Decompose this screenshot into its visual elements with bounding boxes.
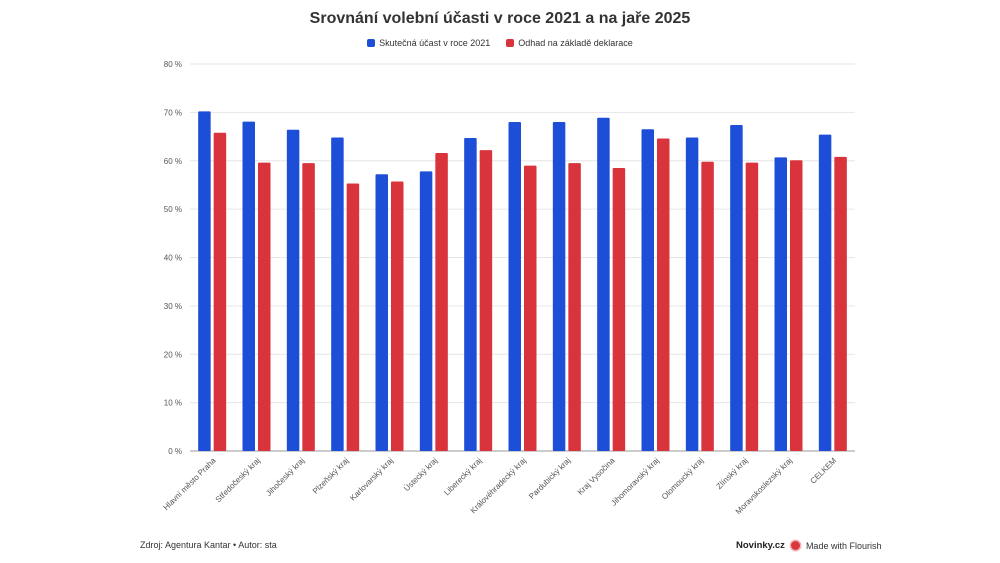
bar-series-2 (391, 181, 404, 451)
chart-title: Srovnání volební účasti v roce 2021 a na… (309, 10, 691, 27)
x-tick-label: Hlavní město Praha (162, 456, 218, 512)
bar-series-1 (419, 171, 433, 451)
bar-series-2 (657, 138, 670, 451)
y-tick-label: 30 % (164, 302, 182, 311)
bar-series-2 (745, 162, 759, 451)
bar-series-1 (464, 138, 477, 452)
legend-item-series-1[interactable]: Skutečná účast v roce 2021 (367, 38, 490, 48)
y-tick-label: 60 % (164, 157, 182, 166)
x-tick-label: Plzeňský kraj (311, 456, 351, 496)
bar-series-1 (198, 111, 211, 451)
bar-series-1 (508, 122, 521, 452)
bar-series-1 (242, 121, 255, 451)
bar-series-1 (597, 117, 610, 451)
y-tick-label: 0 % (168, 447, 182, 456)
x-tick-label: Jihočeský kraj (264, 456, 306, 498)
made-with-flourish-link[interactable]: Made with Flourish (805, 540, 882, 551)
bar-series-1 (552, 122, 566, 452)
bar-series-2 (302, 163, 315, 451)
y-tick-label: 70 % (164, 108, 182, 117)
bar-series-2 (213, 132, 227, 451)
x-tick-label: Kraj Vysočina (576, 456, 617, 497)
y-tick-label: 40 % (164, 254, 182, 263)
bar-series-1 (641, 129, 654, 451)
bar-series-2 (479, 150, 493, 452)
x-tick-label: Ústecký kraj (402, 456, 439, 493)
y-tick-label: 10 % (164, 399, 182, 408)
legend-swatch-series-1 (367, 39, 376, 47)
bar-series-1 (685, 137, 699, 451)
bar-series-2 (790, 160, 803, 452)
legend-item-series-2[interactable]: Odhad na základě deklarace (506, 38, 633, 48)
bar-series-2 (568, 163, 581, 451)
x-tick-label: Pardubický kraj (527, 456, 572, 501)
bar-series-2 (612, 168, 626, 451)
bar-series-2 (701, 161, 714, 451)
bar-series-1 (730, 124, 743, 451)
x-tick-label: CELKEM (809, 456, 839, 486)
x-tick-label: Středočeský kraj (214, 456, 262, 504)
x-tick-label: Karlovarský kraj (348, 456, 395, 503)
bar-series-2 (258, 162, 271, 451)
x-tick-label: Liberecký kraj (442, 456, 483, 497)
bar-series-2 (834, 156, 847, 451)
y-tick-label: 20 % (164, 350, 182, 359)
bar-series-2 (524, 165, 537, 451)
bar-series-2 (346, 183, 360, 451)
flourish-icon (790, 541, 800, 550)
legend-label-series-2: Odhad na základě deklarace (518, 38, 633, 48)
x-tick-label: Olomoucký kraj (660, 456, 706, 502)
brand-logo[interactable]: Novinky.cz (736, 540, 785, 551)
bar-series-1 (286, 129, 300, 452)
legend-label-series-1: Skutečná účast v roce 2021 (379, 38, 491, 48)
bar-series-1 (375, 174, 388, 452)
source-credit: Zdroj: Agentura Kantar • Autor: sta (140, 540, 277, 550)
x-tick-label: Zlínský kraj (715, 456, 750, 491)
y-tick-label: 80 % (164, 60, 182, 69)
y-tick-label: 50 % (164, 205, 182, 214)
bar-series-1 (331, 137, 344, 451)
legend-swatch-series-2 (506, 39, 515, 47)
bar-series-2 (435, 153, 448, 451)
footer-branding: Novinky.cz Made with Flourish (736, 540, 881, 551)
bar-series-1 (774, 157, 787, 451)
x-tick-label: Jihomoravský kraj (609, 456, 661, 508)
legend: Skutečná účast v roce 2021 Odhad na zákl… (0, 38, 1000, 48)
bar-series-1 (818, 134, 832, 451)
